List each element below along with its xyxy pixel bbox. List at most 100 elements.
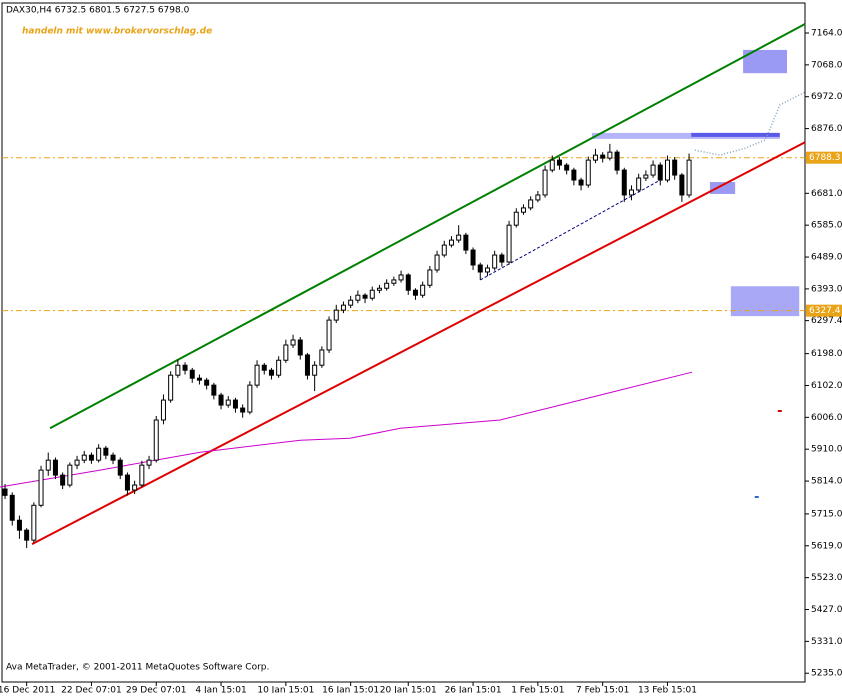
watermark: handeln mit www.brokervorschlag.de — [22, 27, 212, 37]
candle-body — [506, 224, 512, 263]
x-tick-label: 26 Jan 15:01 — [445, 686, 502, 693]
y-tick-label: 6297.4 — [811, 316, 842, 326]
candle-body — [52, 459, 58, 476]
candle-body — [247, 384, 253, 413]
candle-body — [398, 274, 404, 281]
marker — [754, 495, 759, 498]
candle-body — [333, 309, 339, 321]
zone — [730, 286, 800, 317]
trend-line — [480, 179, 661, 281]
candle-body — [276, 359, 282, 376]
candle-body — [672, 159, 678, 176]
zone — [743, 49, 787, 74]
candle-body — [103, 447, 109, 456]
candle-body — [679, 174, 685, 196]
y-tick-label: 6681.0 — [811, 189, 842, 199]
candle-body — [592, 154, 598, 161]
candle-body — [412, 289, 418, 296]
y-tick-label: 6876.0 — [811, 124, 842, 134]
zone — [709, 182, 736, 194]
candle-body — [427, 269, 433, 286]
y-tick-label: 6489.0 — [811, 253, 842, 263]
y-tick-label: 5814.0 — [811, 477, 842, 487]
candle-body — [607, 151, 613, 159]
y-tick-label: 6102.0 — [811, 381, 842, 391]
candle-body — [117, 459, 123, 476]
y-tick-label: 5619.0 — [811, 541, 842, 551]
candle-body — [340, 304, 346, 311]
candle-body — [24, 529, 30, 541]
price-label-box — [806, 304, 842, 317]
candle-body — [520, 207, 526, 213]
candle-body — [60, 474, 66, 486]
candle-body — [614, 151, 620, 171]
candle-body — [600, 154, 606, 159]
candle-body — [657, 164, 663, 181]
plot-frame — [1, 2, 806, 683]
candle-body — [434, 254, 440, 271]
candle-body — [182, 364, 188, 371]
candle-body — [2, 488, 8, 496]
candle-body — [441, 244, 447, 256]
candle-body — [564, 164, 570, 171]
x-tick-label: 29 Dec 07:01 — [126, 686, 187, 693]
candle-body — [384, 282, 390, 289]
candle-body — [304, 354, 310, 376]
zone — [591, 132, 780, 139]
candle-body — [283, 344, 289, 361]
trend-line — [694, 91, 806, 156]
candle-body — [686, 159, 692, 196]
candle-body — [196, 377, 202, 381]
y-tick-label: 5523.0 — [811, 573, 842, 583]
candle-body — [535, 194, 541, 201]
price-label-box — [806, 151, 842, 164]
candle-body — [232, 399, 238, 409]
candle-body — [420, 284, 426, 296]
x-tick-label: 7 Feb 15:01 — [576, 686, 629, 693]
zone — [691, 132, 780, 137]
candle-body — [153, 419, 159, 461]
candle-body — [448, 239, 454, 246]
price-label: 6788.3 — [809, 153, 841, 163]
candle-body — [254, 364, 260, 386]
x-tick-label: 10 Jan 15:01 — [257, 686, 314, 693]
candle-body — [628, 189, 634, 196]
candle-body — [456, 234, 462, 241]
trend-line — [31, 141, 806, 545]
candle-body — [211, 384, 217, 396]
y-tick-label: 5235.0 — [811, 669, 842, 679]
candle-body — [9, 494, 15, 521]
candle-body — [240, 407, 246, 413]
candle-body — [326, 319, 332, 351]
candle-body — [218, 394, 224, 406]
candle-body — [650, 164, 656, 176]
candle-body — [225, 399, 231, 406]
candle-body — [74, 459, 80, 466]
price-label: 6327.4 — [809, 306, 841, 316]
candle-body — [67, 464, 73, 486]
candle-body — [189, 369, 195, 379]
candle-body — [81, 454, 87, 461]
y-tick-label: 6393.0 — [811, 284, 842, 294]
candle-body — [391, 279, 397, 284]
y-tick-label: 5910.0 — [811, 445, 842, 455]
candle-body — [297, 339, 303, 356]
candle-body — [499, 254, 505, 263]
candle-body — [355, 294, 361, 301]
candle-body — [578, 179, 584, 186]
candle-body — [542, 169, 548, 196]
x-tick-label: 16 Jan 15:01 — [322, 686, 379, 693]
x-tick-label: 4 Jan 15:01 — [195, 686, 246, 693]
chart-title: DAX30,H4 6732.5 6801.5 6727.5 6798.0 — [6, 6, 190, 16]
candle-body — [204, 379, 210, 386]
candle-body — [643, 174, 649, 179]
candle-body — [312, 364, 318, 376]
trend-line — [49, 23, 806, 430]
candle-body — [477, 264, 483, 273]
candle-body — [621, 169, 627, 196]
y-tick-label: 7164.0 — [811, 29, 842, 39]
candle-body — [175, 364, 181, 376]
candle-body — [405, 274, 411, 291]
